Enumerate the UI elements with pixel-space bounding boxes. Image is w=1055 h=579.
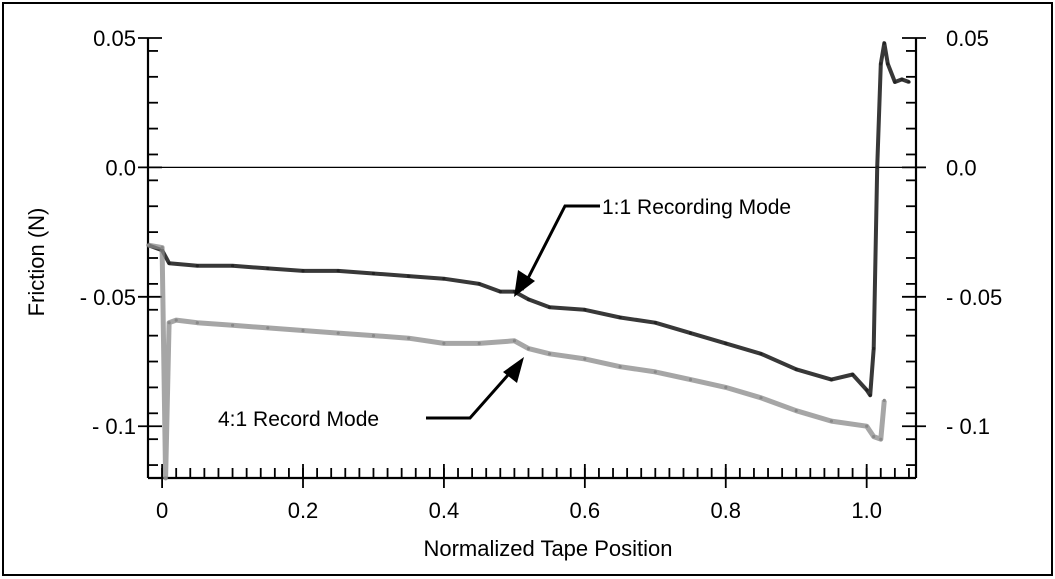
- series-1-point: [872, 347, 876, 351]
- series-1-point: [618, 315, 622, 320]
- series-2-point: [160, 246, 164, 250]
- x-tick-label: 0.6: [570, 498, 601, 523]
- series-2-point: [865, 424, 869, 428]
- series-1-point: [266, 266, 270, 270]
- series-2-point: [794, 409, 798, 413]
- series-1-point: [371, 271, 376, 276]
- series-2-point: [618, 365, 622, 369]
- annotation-label-1to1: 1:1 Recording Mode: [602, 196, 791, 219]
- series-2-point: [548, 352, 552, 356]
- series-1-point: [167, 261, 171, 265]
- x-tick-label: 1.0: [851, 498, 882, 523]
- series-2-point: [164, 476, 168, 480]
- series-1-point: [688, 331, 693, 335]
- series-1-point: [886, 62, 890, 66]
- series-2-point: [336, 331, 340, 335]
- series-1-point: [882, 41, 886, 45]
- series-1-point: [548, 305, 552, 309]
- series-2-point: [526, 347, 531, 351]
- series-1-point: [868, 393, 872, 397]
- series-1-point: [231, 264, 235, 268]
- series-2-point: [882, 398, 886, 402]
- series-2-point: [583, 357, 587, 361]
- series-1-point: [477, 282, 481, 286]
- series-1-point: [893, 80, 897, 84]
- y-tick-label-left: - 0.05: [80, 285, 136, 310]
- series-2-point: [829, 419, 834, 423]
- series-2-point: [371, 334, 376, 338]
- y-tick-label-left: 0.05: [93, 26, 136, 51]
- annotation-arrowhead: [514, 270, 535, 297]
- series-1-point: [851, 372, 855, 377]
- series-1-point: [875, 165, 879, 169]
- y-axis-title: Friction (N): [24, 208, 49, 317]
- series-1-point: [900, 77, 904, 81]
- series-2-point: [442, 341, 446, 345]
- annotation-4to1: 4:1 Record Mode: [218, 357, 524, 431]
- series-2-point: [512, 339, 517, 343]
- series-2-point: [724, 385, 728, 389]
- series-1-point: [724, 341, 728, 345]
- series-2-point: [266, 326, 270, 330]
- x-tick-label: 0.4: [429, 498, 460, 523]
- series-1-point: [442, 277, 446, 281]
- series-2-point: [653, 370, 657, 374]
- series-1-point: [759, 352, 763, 356]
- series-group: [146, 41, 911, 481]
- y-tick-label-right: - 0.1: [946, 414, 990, 439]
- series-1-point: [407, 274, 411, 278]
- y-tick-label-right: 0.0: [946, 155, 977, 180]
- series-1-point: [336, 269, 340, 273]
- annotation-arrow-line: [426, 365, 518, 420]
- series-2-point: [759, 396, 763, 400]
- series-1-point: [653, 321, 657, 325]
- series-2-point: [195, 321, 199, 325]
- x-tick-label: 0.2: [288, 498, 319, 523]
- y-tick-label-right: 0.05: [946, 26, 989, 51]
- y-tick-label-right: - 0.05: [946, 285, 1002, 310]
- series-1-point: [498, 290, 502, 294]
- y-tick-label-left: 0.0: [105, 155, 136, 180]
- series-1-point: [794, 367, 798, 371]
- series-1-point: [583, 308, 587, 312]
- series-1-point: [865, 388, 869, 392]
- series-1-point: [879, 62, 883, 66]
- annotation-label-4to1: 4:1 Record Mode: [218, 408, 379, 431]
- series-2-point: [407, 336, 411, 340]
- series-2-point: [477, 341, 481, 345]
- series-2-point: [872, 435, 876, 439]
- series-2-point: [146, 243, 150, 247]
- series-2-point: [301, 328, 305, 333]
- annotation-arrowhead: [503, 357, 524, 383]
- series-1-point: [526, 297, 531, 301]
- y-tick-label-left: - 0.1: [92, 414, 136, 439]
- series-2-point: [231, 323, 235, 327]
- annotation-1to1: 1:1 Recording Mode: [514, 196, 791, 297]
- axes-group: 0.05 0.0 - 0.05 - 0.1 0.05 0.0 - 0.05 - 0.1 0 0.2…: [80, 26, 1003, 523]
- x-tick-label: 0.8: [710, 498, 741, 523]
- series-1-point: [195, 264, 199, 268]
- annotation-arrow-line: [520, 204, 600, 291]
- series-2-point: [167, 321, 171, 325]
- series-1-point: [829, 378, 834, 382]
- series-2-point: [174, 318, 178, 322]
- series-line-1: [147, 41, 910, 398]
- series-1-point: [301, 269, 305, 273]
- series-1-point: [907, 80, 911, 84]
- series-2-point: [879, 437, 883, 441]
- x-tick-label: 0: [156, 498, 168, 523]
- x-axis-title: Normalized Tape Position: [423, 536, 672, 561]
- series-2-point: [688, 378, 693, 382]
